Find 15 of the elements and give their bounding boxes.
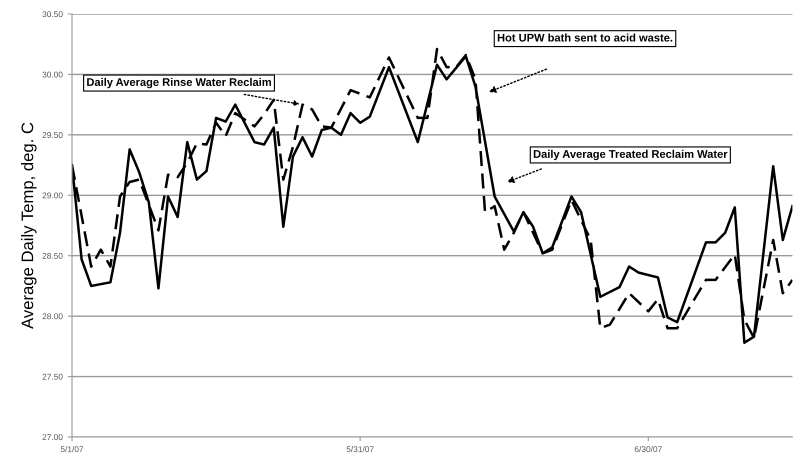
y-tick-label: 29.00 bbox=[42, 192, 63, 198]
y-tick-label: 30.50 bbox=[42, 11, 63, 18]
x-tick-label: 6/30/07 bbox=[634, 446, 662, 452]
y-tick-label: 28.00 bbox=[42, 313, 63, 320]
y-tick-label: 28.50 bbox=[42, 252, 63, 259]
y-axis-title: Average Daily Temp, deg. C bbox=[21, 122, 37, 329]
y-tick-label: 30.00 bbox=[42, 72, 63, 78]
annotation: Daily Average Treated Reclaim Water bbox=[534, 150, 728, 160]
y-tick-label: 29.50 bbox=[42, 132, 63, 138]
y-tick-label: 27.00 bbox=[42, 434, 63, 440]
x-tick-label: 5/31/07 bbox=[346, 446, 374, 452]
annotation: Hot UPW bath sent to acid waste. bbox=[498, 33, 672, 42]
y-tick-label: 27.50 bbox=[42, 374, 63, 380]
x-tick-label: 5/1/07 bbox=[60, 446, 84, 452]
annotation: Daily Average Rinse Water Reclaim bbox=[87, 78, 271, 88]
